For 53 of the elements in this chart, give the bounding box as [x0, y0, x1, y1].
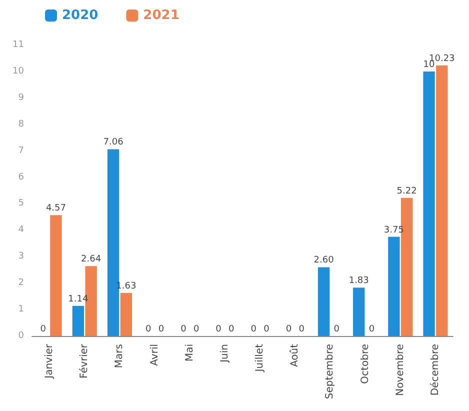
data-label: 0 [40, 324, 46, 334]
bar [318, 267, 330, 336]
bar [50, 215, 62, 336]
y-tick-label: 3 [18, 252, 24, 262]
data-label: 0 [334, 324, 340, 334]
x-tick-label: Avril [149, 344, 160, 366]
data-label: 0 [193, 324, 200, 334]
x-tick-label: Septembre [324, 344, 336, 400]
x-tick-label: Décembre [430, 344, 441, 396]
y-tick-label: 7 [18, 146, 24, 156]
y-tick-label: 6 [18, 172, 24, 182]
data-label: 0 [216, 324, 222, 334]
x-tick-label: Janvier [44, 343, 56, 380]
bar [423, 71, 435, 336]
data-label: 2.60 [314, 256, 334, 266]
data-label: 0 [368, 324, 375, 334]
data-label: 0 [286, 324, 292, 334]
bar [120, 292, 132, 336]
y-tick-label: 8 [18, 119, 24, 130]
data-label: 0 [298, 324, 305, 334]
y-tick-label: 10 [12, 66, 24, 76]
data-label: 0 [228, 324, 235, 334]
bar [388, 236, 400, 336]
legend-label: 2021 [143, 8, 180, 23]
data-label: 0 [180, 324, 187, 334]
data-label: 7.06 [103, 138, 124, 148]
bar [436, 65, 448, 336]
data-label: 4.57 [46, 204, 66, 214]
data-label: 0 [250, 324, 257, 334]
y-tick-label: 0 [18, 331, 24, 341]
bar [72, 306, 84, 336]
data-label: 5.22 [396, 186, 417, 196]
y-tick-label: 1 [18, 304, 24, 315]
x-tick-label: Février [79, 343, 90, 378]
data-label: 1.83 [348, 276, 369, 286]
x-tick-label: Août [290, 344, 301, 368]
x-tick-label: Mars [114, 344, 126, 368]
y-tick-label: 5 [18, 198, 24, 209]
data-label: 0 [145, 324, 152, 334]
x-tick-label: Mai [184, 344, 196, 362]
legend-label: 2020 [62, 8, 98, 23]
x-tick-label: Novembre [394, 344, 406, 396]
y-tick-label: 11 [12, 40, 24, 50]
bar [353, 288, 365, 336]
data-label: 2.64 [81, 254, 102, 265]
x-tick-label: Juin [219, 344, 230, 364]
data-label: 0 [264, 324, 270, 334]
x-tick-label: Juillet [254, 344, 266, 373]
x-tick-label: Octobre [360, 344, 371, 384]
y-tick-label: 2 [18, 278, 24, 288]
y-tick-label: 4 [18, 225, 24, 236]
y-tick-label: 9 [18, 92, 24, 103]
data-label: 0 [158, 324, 164, 334]
